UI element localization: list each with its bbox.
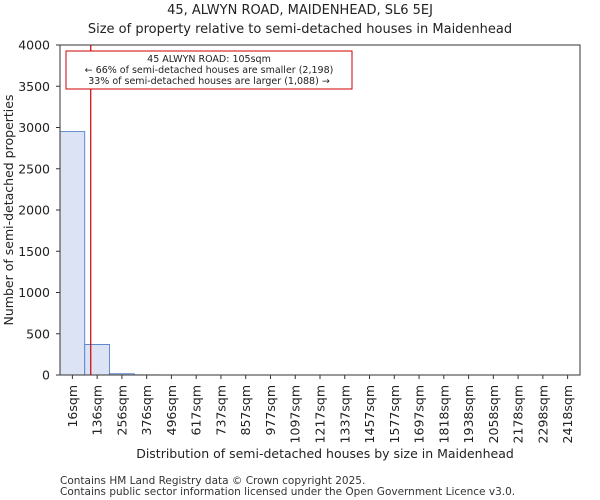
x-tick-label: 1337sqm (337, 385, 352, 443)
annotation-line-3: 33% of semi-detached houses are larger (… (88, 76, 330, 87)
y-tick-label: 3500 (18, 79, 50, 94)
x-tick-label: 376sqm (139, 385, 154, 435)
x-axis-label: Distribution of semi-detached houses by … (136, 446, 514, 461)
chart-title: 45, ALWYN ROAD, MAIDENHEAD, SL6 5EJ (167, 3, 433, 18)
y-tick-label: 1000 (18, 285, 50, 300)
bar-group (59, 131, 185, 376)
x-tick-label: 136sqm (90, 385, 105, 435)
histogram-bar (84, 344, 110, 376)
chart-subtitle: Size of property relative to semi-detach… (88, 22, 512, 37)
x-tick-label: 1097sqm (288, 385, 303, 443)
x-tick-label: 857sqm (238, 385, 253, 435)
y-tick-label: 0 (42, 368, 50, 383)
x-tick-label: 496sqm (164, 385, 179, 435)
x-tick-label: 16sqm (65, 385, 80, 428)
annotation-line-1: 45 ALWYN ROAD: 105sqm (147, 54, 271, 65)
x-tick-label: 2418sqm (560, 385, 575, 443)
marker-annotation: 45 ALWYN ROAD: 105sqm ← 66% of semi-deta… (65, 50, 353, 90)
histogram-bar (59, 131, 86, 376)
y-tick-label: 1500 (18, 244, 50, 259)
x-tick-label: 2178sqm (511, 385, 526, 443)
y-axis-label: Number of semi-detached properties (1, 95, 16, 326)
footer-line-2: Contains public sector information licen… (60, 486, 515, 498)
x-tick-label: 737sqm (213, 385, 228, 435)
y-tick-label: 500 (26, 326, 50, 341)
x-tick-label: 2058sqm (486, 385, 501, 443)
footer-line-1: Contains HM Land Registry data © Crown c… (60, 475, 365, 487)
x-axis-ticks: 16sqm 136sqm 256sqm 376sqm 496sqm 617sqm 737sq… (65, 375, 575, 443)
x-tick-label: 1577sqm (387, 385, 402, 443)
y-axis-ticks: 0 500 1000 1500 2000 2500 3000 3500 4000 (18, 38, 60, 383)
y-tick-label: 3000 (18, 120, 50, 135)
y-tick-label: 2500 (18, 161, 50, 176)
x-tick-label: 1818sqm (436, 385, 451, 443)
x-tick-label: 2298sqm (535, 385, 550, 443)
x-tick-label: 1217sqm (313, 385, 328, 443)
x-tick-label: 1457sqm (362, 385, 377, 443)
x-tick-label: 1697sqm (412, 385, 427, 443)
annotation-box (65, 50, 353, 90)
plot-frame (59, 44, 581, 376)
x-tick-label: 1938sqm (461, 385, 476, 443)
x-tick-label: 617sqm (189, 385, 204, 435)
y-tick-label: 2000 (18, 203, 50, 218)
y-tick-label: 4000 (18, 38, 50, 53)
annotation-line-2: ← 66% of semi-detached houses are smalle… (85, 65, 334, 76)
x-tick-label: 256sqm (114, 385, 129, 435)
x-tick-label: 977sqm (263, 385, 278, 435)
